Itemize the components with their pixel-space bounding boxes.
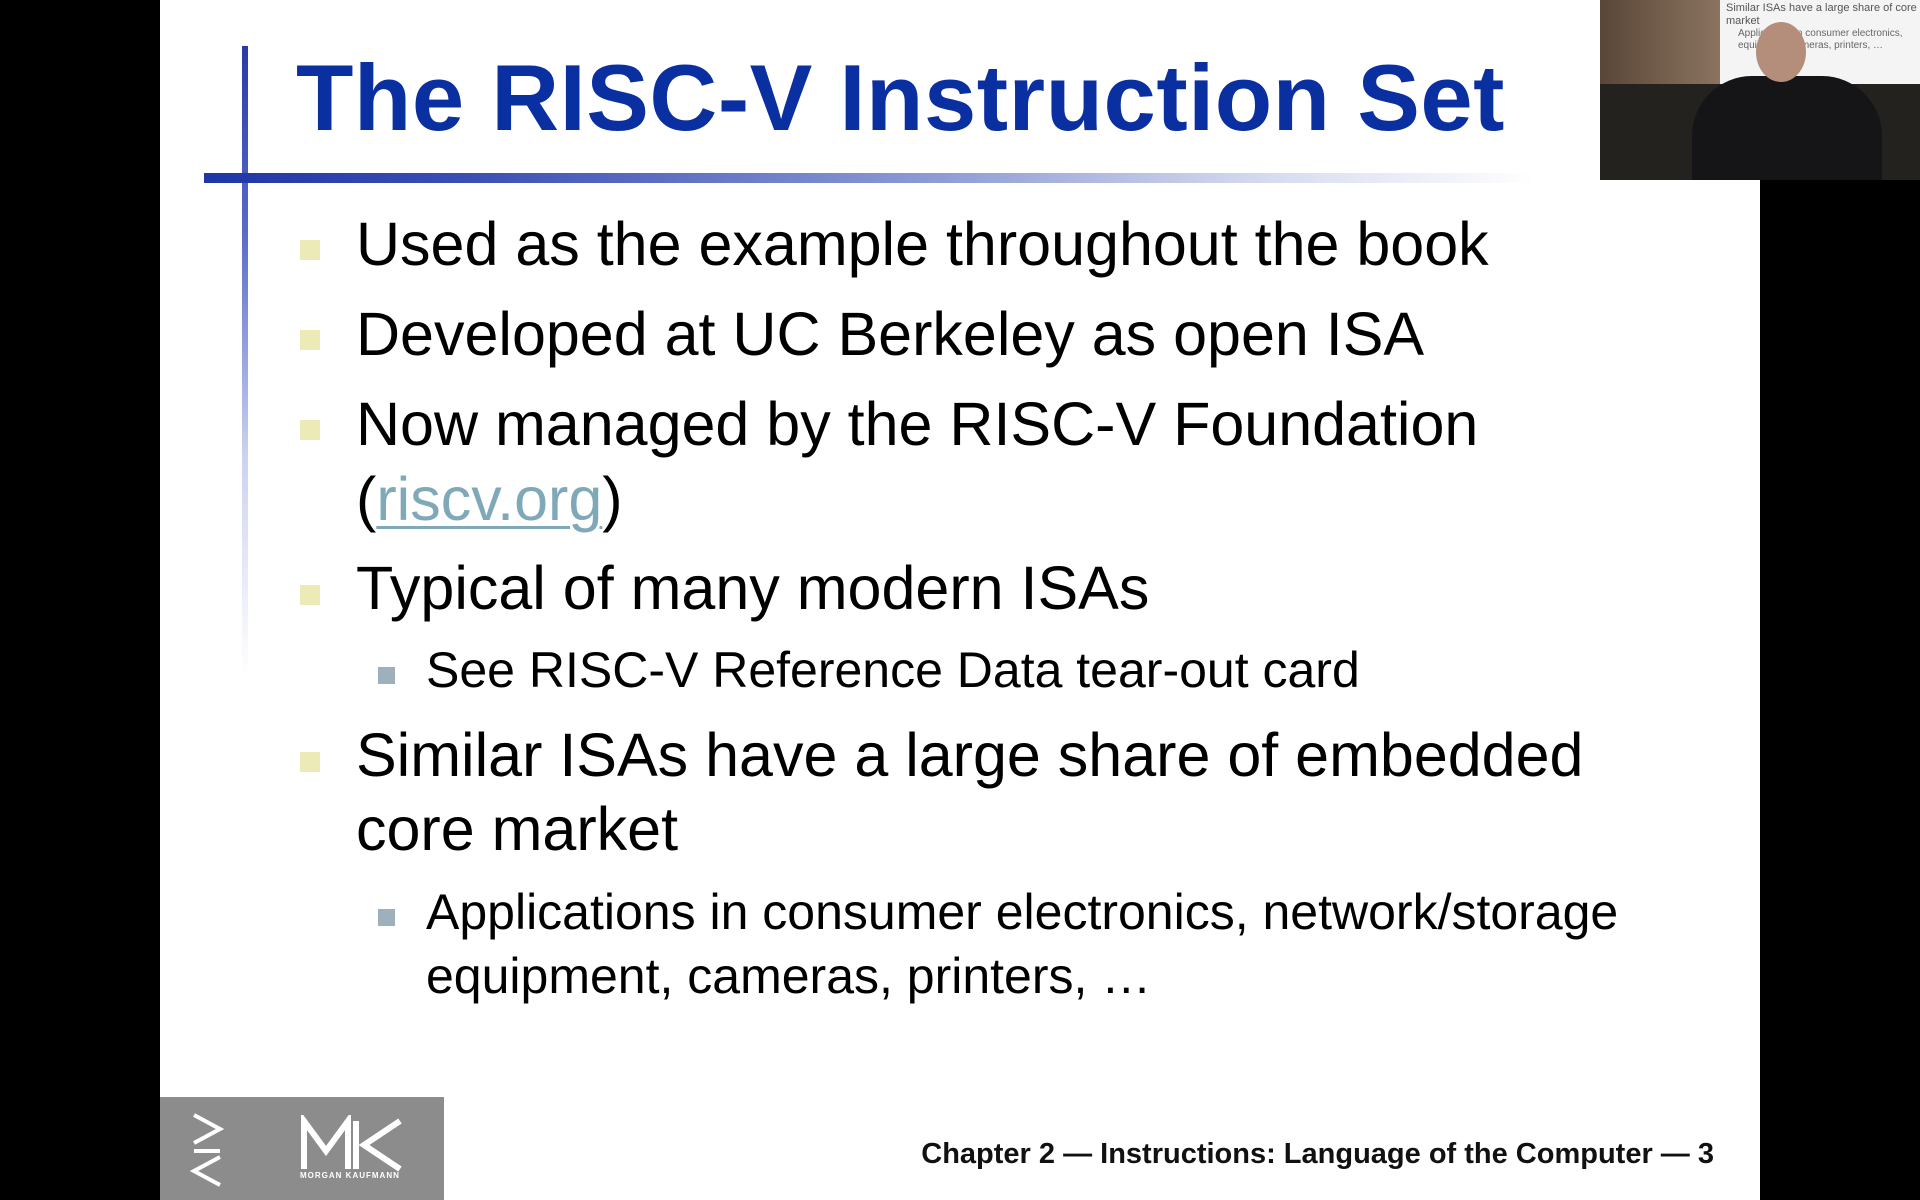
webcam-screen-text: Similar ISAs have a large share of core … [1726, 2, 1917, 27]
sub-bullet-item-continuation: equipment, cameras, printers, … [426, 948, 1152, 1004]
bullet-marker [300, 585, 320, 605]
webcam-background-wall [1600, 0, 1720, 90]
logo-mk-icon [301, 1115, 402, 1172]
slide-title: The RISC-V Instruction Set [296, 45, 1505, 150]
webcam-screen-text: Applications in consumer electronics, eq… [1738, 28, 1903, 51]
bullet-item-continuation: (riscv.org) [356, 462, 623, 537]
slide-footer: Chapter 2 — Instructions: Language of th… [921, 1138, 1714, 1170]
morgan-kaufmann-logo: MORGAN KAUFMANN [160, 1097, 444, 1200]
logo-publisher-text: MORGAN KAUFMANN [300, 1171, 400, 1180]
logo-side-mark-icon [190, 1113, 224, 1187]
paren-close: ) [602, 465, 623, 533]
bullet-item: Used as the example throughout the book [356, 210, 1489, 278]
title-vertical-rule [242, 46, 248, 676]
bullet-item: Developed at UC Berkeley as open ISA [356, 300, 1425, 368]
sub-bullet-item: See RISC-V Reference Data tear-out card [426, 642, 1360, 698]
slide: The RISC-V Instruction Set Used as the e… [160, 0, 1760, 1200]
webcam-presenter-head [1756, 22, 1806, 82]
bullet-item: Similar ISAs have a large share of embed… [356, 721, 1584, 789]
bullet-marker [300, 330, 320, 350]
webcam-projector-screen: Similar ISAs have a large share of core … [1720, 0, 1920, 84]
sub-bullet-marker [378, 667, 395, 684]
bullet-item: Typical of many modern ISAs [356, 554, 1150, 622]
sub-bullet-item: Applications in consumer electronics, ne… [426, 884, 1619, 940]
bullet-marker [300, 420, 320, 440]
bullet-item: Now managed by the RISC-V Foundation [356, 390, 1479, 458]
bullet-item-continuation: core market [356, 795, 679, 863]
bullet-marker [300, 240, 320, 260]
paren-open: ( [356, 465, 377, 533]
webcam-presenter-body [1692, 76, 1882, 180]
webcam-overlay: Similar ISAs have a large share of core … [1600, 0, 1920, 180]
sub-bullet-marker [378, 909, 395, 926]
title-horizontal-rule [204, 173, 1534, 183]
riscv-org-link[interactable]: riscv.org [376, 465, 603, 533]
bullet-marker [300, 752, 320, 772]
